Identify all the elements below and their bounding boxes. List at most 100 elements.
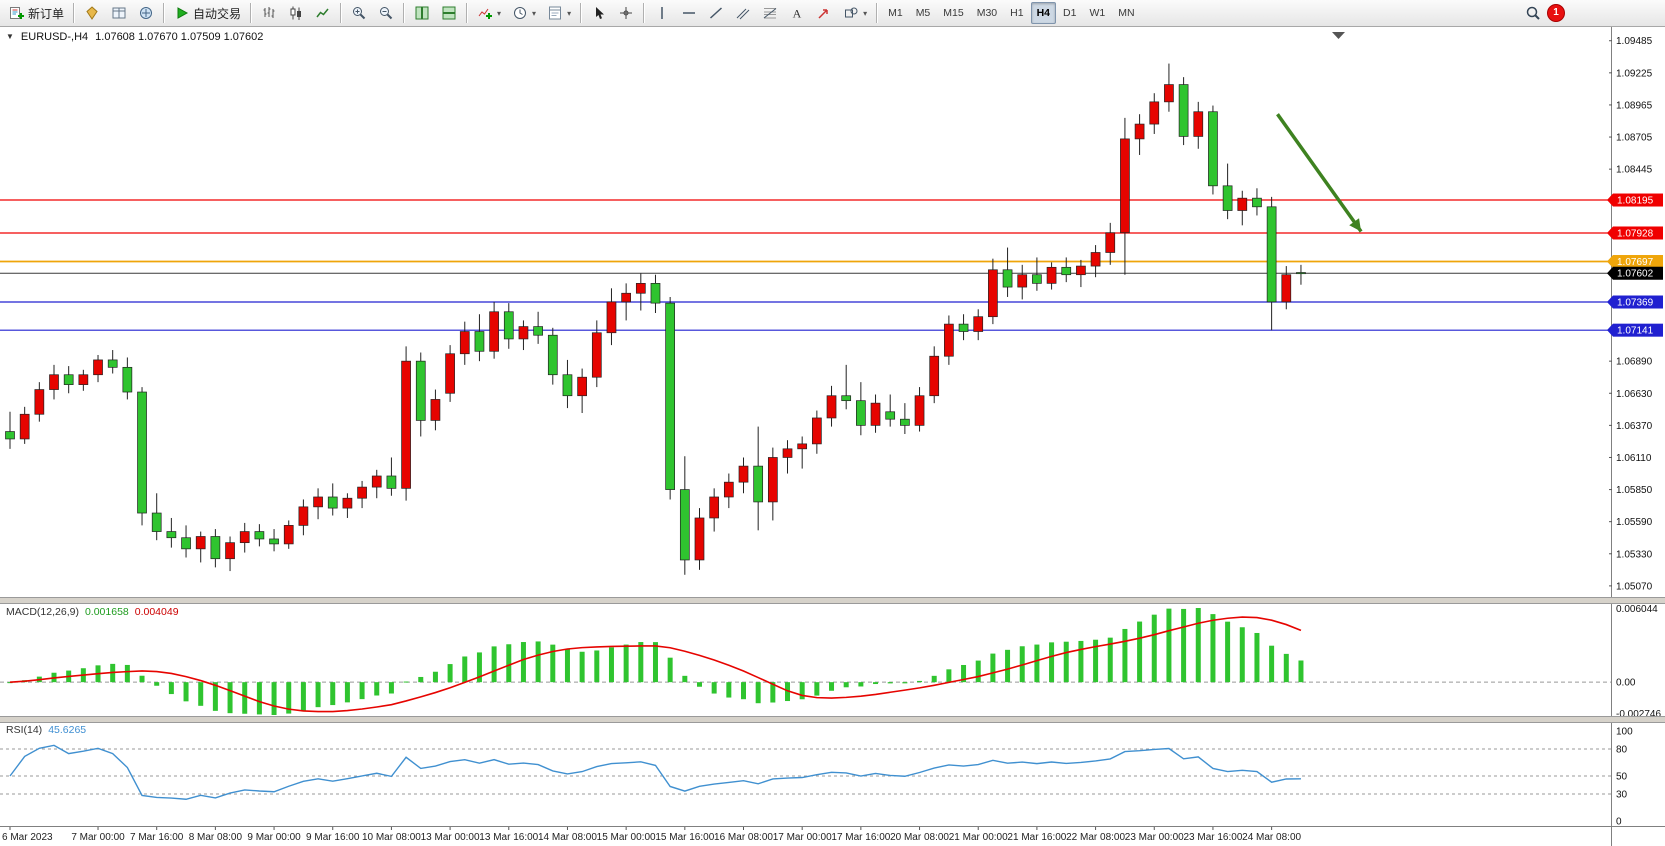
candlestick-chart-button[interactable] [283, 2, 309, 24]
timeframe-m30-button[interactable]: M30 [971, 2, 1003, 24]
timeframe-m5-button[interactable]: M5 [910, 2, 937, 24]
macd-histogram-bar [124, 664, 130, 683]
notifications-badge[interactable]: 1 [1547, 4, 1565, 22]
toolbar-separator [403, 3, 406, 23]
chart-shift-marker[interactable] [1332, 32, 1345, 39]
tile-windows-icon [414, 5, 430, 21]
dropdown-caret-icon: ▾ [497, 8, 502, 18]
zoom-out-button[interactable] [373, 2, 399, 24]
trend-arrow-annotation[interactable] [1276, 113, 1363, 233]
channel-button[interactable] [730, 2, 756, 24]
price-level-badge [1613, 193, 1663, 207]
macd-histogram-bar [1225, 621, 1231, 683]
price-level-badge [1613, 266, 1663, 280]
time-axis-label: 15 Mar 16:00 [655, 832, 714, 843]
macd-histogram-bar [741, 682, 746, 700]
chart-window[interactable]: 0.006044 0.00 -0.002746 100 80 50 30 0 1.09485 1.… [0, 27, 1665, 846]
zoom-out-icon [378, 5, 394, 21]
text-label-button[interactable]: A [784, 2, 810, 24]
arrow-label-icon [816, 5, 832, 21]
time-axis-label: 24 Mar 08:00 [1242, 832, 1301, 843]
macd-histogram-bar [359, 682, 365, 700]
line-chart-icon [315, 5, 331, 21]
svg-text:1.05070: 1.05070 [1616, 581, 1653, 592]
horizontal-line-button[interactable] [676, 2, 702, 24]
svg-text:80: 80 [1616, 745, 1628, 756]
zoom-in-icon [351, 5, 367, 21]
cascade-windows-button[interactable] [436, 2, 462, 24]
toolbar-separator [580, 3, 583, 23]
timeframe-h4-button[interactable]: H4 [1030, 2, 1057, 24]
chart-title: ▼ EURUSD-,H4 1.07608 1.07670 1.07509 1.0… [6, 31, 263, 43]
shapes-menu-button[interactable]: ▾ [838, 2, 872, 24]
trendline-button[interactable] [703, 2, 729, 24]
toolbar: 新订单 自动交易 ▾ ▾ ▾ A ▾ M1 M5 M15 M30 H1 H4 D1 W1 MN 1 [0, 0, 1665, 27]
toolbar-separator [73, 3, 76, 23]
time-axis-label: 9 Mar 00:00 [247, 832, 301, 843]
periods-button[interactable]: ▾ [507, 2, 541, 24]
symbol-timeframe-label: EURUSD-,H4 [20, 31, 89, 43]
macd-histogram-bar [198, 682, 204, 706]
timeframe-w1-button[interactable]: W1 [1083, 2, 1111, 24]
macd-histogram-bar [623, 644, 629, 683]
macd-histogram-bar [1269, 645, 1275, 683]
macd-histogram-bar [1078, 640, 1084, 683]
time-axis-label: 23 Mar 00:00 [1125, 832, 1184, 843]
macd-histogram-bar [1107, 637, 1113, 683]
cursor-button[interactable] [586, 2, 612, 24]
svg-text:1.09225: 1.09225 [1616, 68, 1653, 79]
time-axis-label: 20 Mar 08:00 [890, 832, 949, 843]
macd-histogram-bar [1239, 627, 1245, 683]
tile-windows-button[interactable] [409, 2, 435, 24]
chart-canvas[interactable]: 0.006044 0.00 -0.002746 100 80 50 30 0 1.09485 1.… [0, 27, 1665, 846]
market-watch-button[interactable] [106, 2, 132, 24]
fibonacci-button[interactable] [757, 2, 783, 24]
trend-arrow-head [1349, 218, 1362, 232]
macd-histogram-bar [594, 650, 600, 683]
zoom-in-button[interactable] [346, 2, 372, 24]
macd-histogram-bar [1093, 639, 1099, 683]
hline-icon [681, 5, 697, 21]
autotrading-button[interactable]: 自动交易 [169, 2, 246, 24]
sep-main-macd[interactable] [0, 598, 1665, 603]
timeframe-m15-button[interactable]: M15 [937, 2, 969, 24]
time-axis-label: 21 Mar 16:00 [1007, 832, 1066, 843]
price-level-badge [1613, 255, 1663, 269]
new-order-button[interactable]: 新订单 [4, 2, 69, 24]
macd-histogram-bar [726, 682, 732, 698]
timeframe-h1-button[interactable]: H1 [1004, 2, 1029, 24]
vertical-line-button[interactable] [649, 2, 675, 24]
svg-text:0.006044: 0.006044 [1616, 604, 1658, 615]
cascade-windows-icon [441, 5, 457, 21]
line-chart-button[interactable] [310, 2, 336, 24]
macd-histogram-bar [887, 682, 893, 684]
search-button[interactable] [1520, 2, 1546, 24]
templates-button[interactable]: ▾ [542, 2, 576, 24]
macd-histogram-bar [711, 682, 717, 694]
svg-text:-0.002746: -0.002746 [1616, 709, 1661, 720]
macd-main-value: 0.001658 [84, 606, 129, 618]
time-axis-label: 9 Mar 16:00 [306, 832, 360, 843]
price-axis: 0.006044 0.00 -0.002746 100 80 50 30 0 1.09485 1.… [1607, 27, 1663, 846]
metaeditor-button[interactable] [79, 2, 105, 24]
navigator-button[interactable] [133, 2, 159, 24]
sep-macd-rsi[interactable] [0, 717, 1665, 722]
timeframe-m1-button[interactable]: M1 [882, 2, 909, 24]
macd-histogram-bar [550, 644, 556, 683]
macd-histogram-bar [961, 664, 967, 683]
crosshair-button[interactable] [613, 2, 639, 24]
arrow-label-button[interactable] [811, 2, 837, 24]
timeframe-d1-button[interactable]: D1 [1057, 2, 1082, 24]
dropdown-caret-icon: ▾ [567, 8, 572, 18]
macd-histogram-bar [829, 682, 835, 691]
level-lines[interactable] [0, 199, 1611, 331]
time-axis-label: 23 Mar 16:00 [1183, 832, 1242, 843]
macd-histogram-bar [799, 682, 805, 700]
bar-chart-button[interactable] [256, 2, 282, 24]
svg-text:1.07369: 1.07369 [1617, 298, 1654, 309]
timeframe-mn-button[interactable]: MN [1112, 2, 1140, 24]
price-level-badge [1613, 323, 1663, 337]
indicators-button[interactable]: ▾ [472, 2, 506, 24]
time-axis-label: 7 Mar 00:00 [71, 832, 125, 843]
